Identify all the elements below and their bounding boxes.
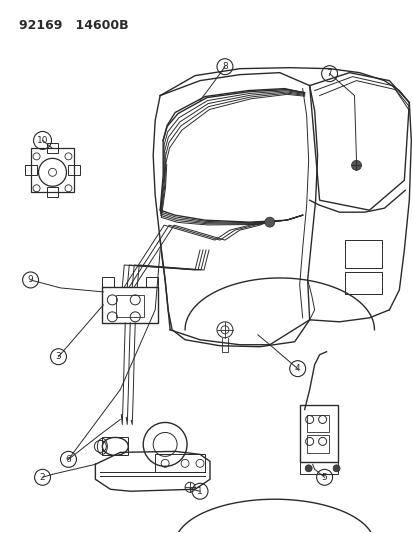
Text: 1: 1: [197, 487, 202, 496]
Circle shape: [332, 465, 339, 472]
Circle shape: [264, 217, 274, 227]
Text: 2: 2: [40, 473, 45, 482]
Text: 92169   14600B: 92169 14600B: [19, 19, 128, 32]
Circle shape: [351, 160, 361, 171]
Text: 10: 10: [37, 136, 48, 145]
Text: 9: 9: [28, 276, 33, 285]
Text: 8: 8: [221, 62, 227, 71]
Text: 7: 7: [326, 69, 332, 78]
Text: 4: 4: [294, 364, 300, 373]
Text: 5: 5: [321, 473, 327, 482]
Text: 3: 3: [55, 352, 61, 361]
Circle shape: [304, 465, 311, 472]
Text: 6: 6: [65, 455, 71, 464]
